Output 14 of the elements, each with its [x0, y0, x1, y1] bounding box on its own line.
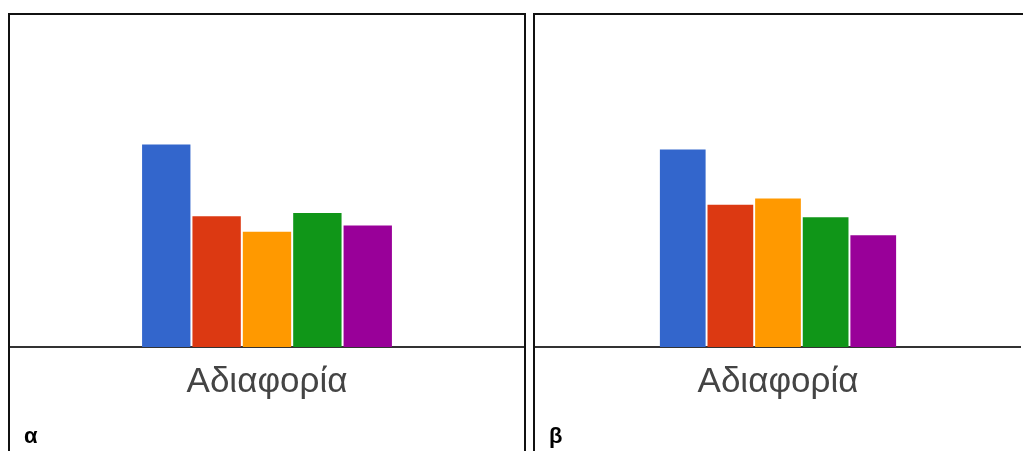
bar [802, 217, 849, 347]
bar [659, 149, 706, 347]
bar [142, 144, 191, 347]
bar [242, 231, 292, 347]
bar [192, 216, 241, 347]
bar [343, 225, 392, 347]
bar [850, 235, 897, 347]
text: α [24, 423, 38, 449]
bar [707, 204, 754, 347]
x-tick-label: Αδιαφορία [186, 359, 348, 399]
bar [755, 198, 801, 347]
x-tick-label: Αδιαφορία [697, 359, 859, 399]
text: β [549, 423, 563, 449]
bar [293, 212, 342, 347]
